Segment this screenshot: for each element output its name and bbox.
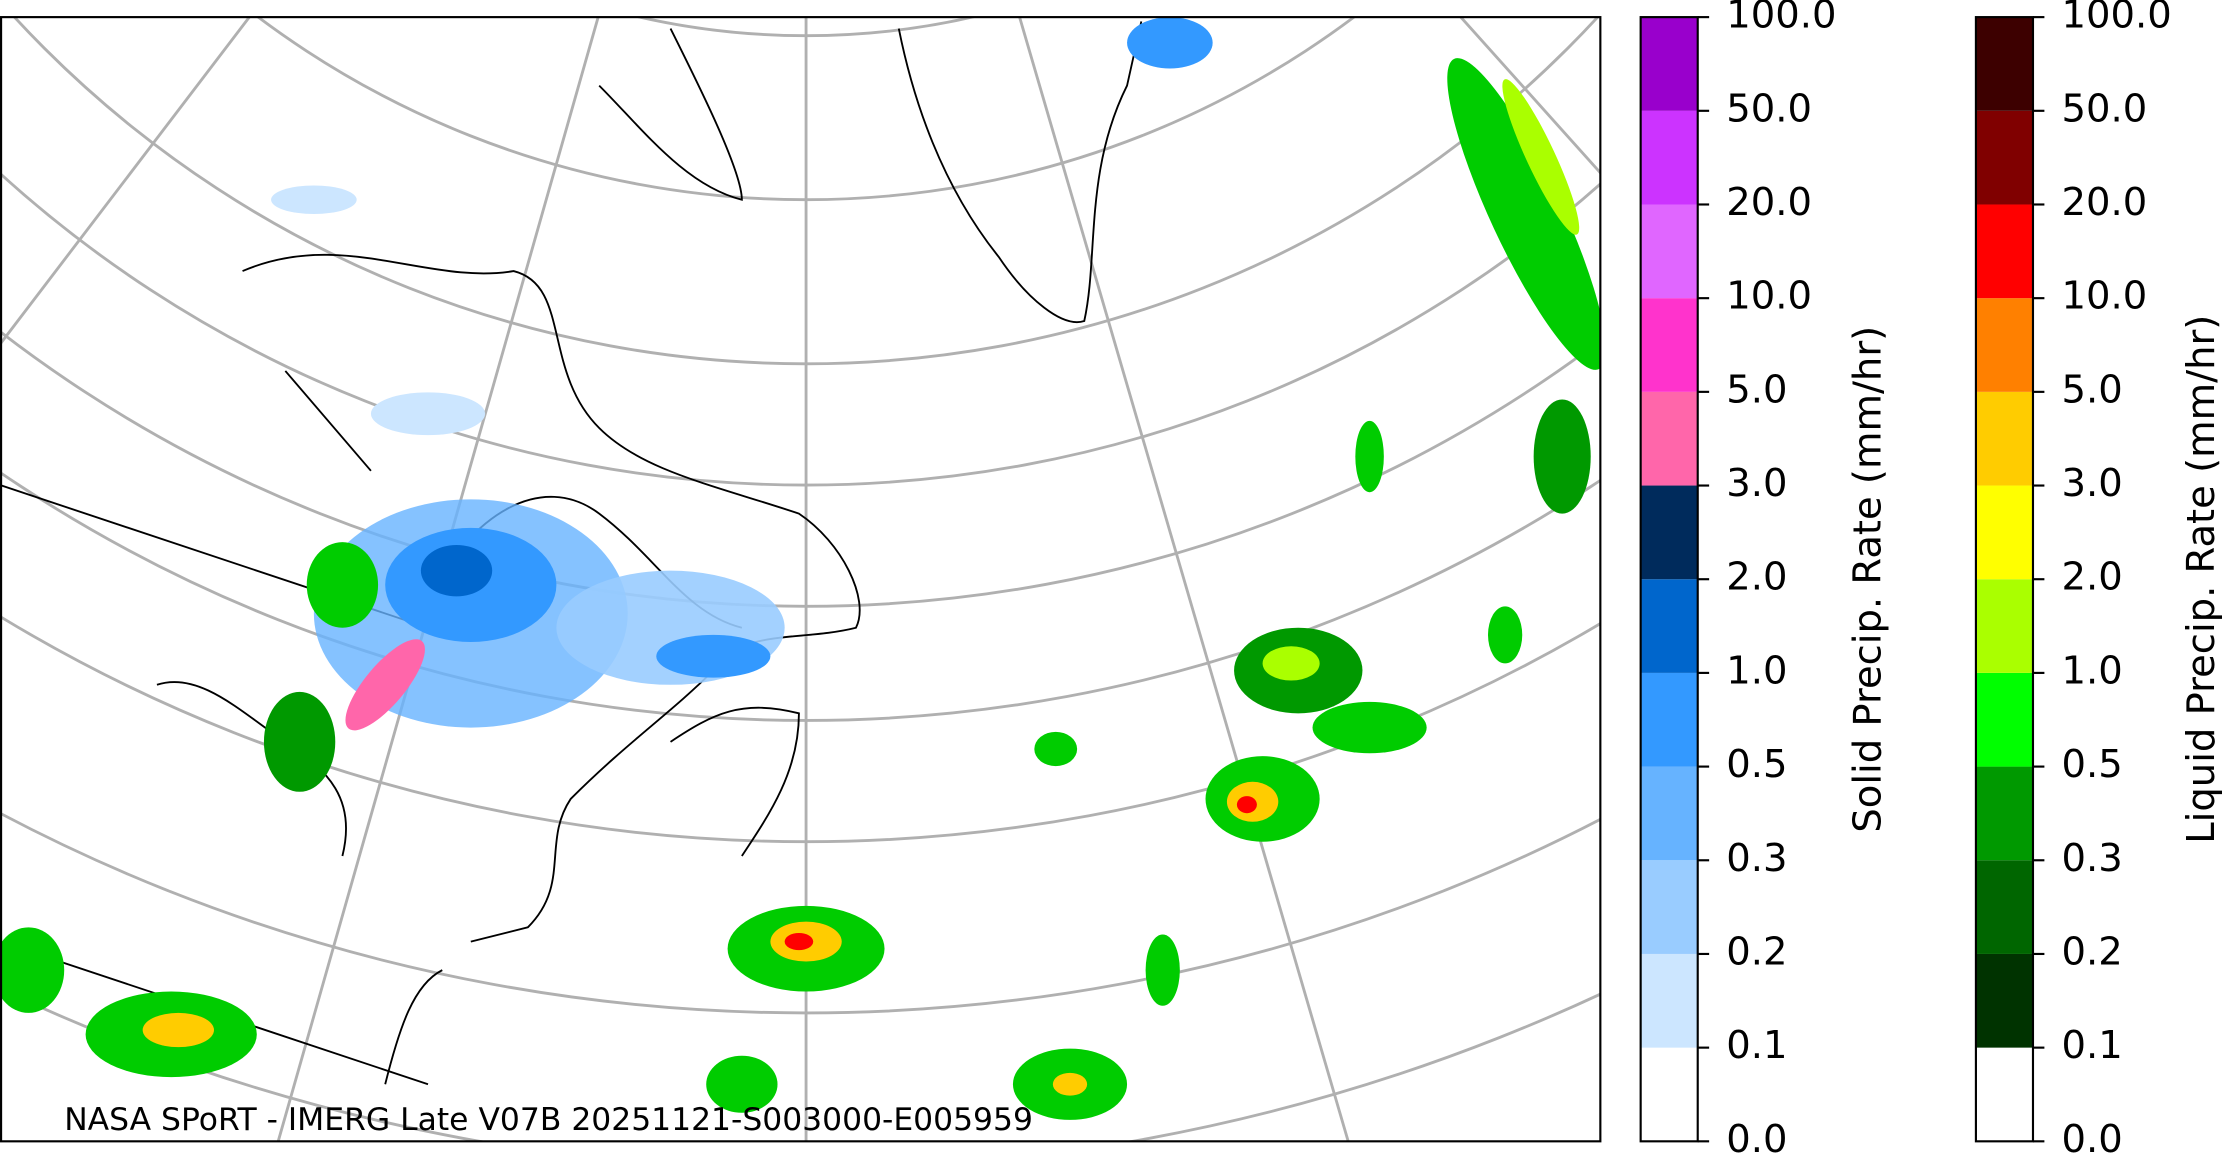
colorbar-tick-label: 20.0	[1726, 180, 1812, 225]
colorbar-tick-label: 0.2	[2062, 929, 2123, 974]
colorbar-tick-label: 3.0	[1726, 461, 1787, 506]
colorbar-tick-label: 0.2	[1726, 929, 1787, 974]
colorbar-bin	[1640, 485, 1698, 580]
colorbar-bin	[1975, 672, 2033, 767]
colorbar-tick-label: 0.3	[2062, 836, 2123, 881]
colorbar-tick-label: 2.0	[2062, 555, 2123, 600]
colorbar-bin	[1975, 17, 2033, 111]
colorbar-bin	[1975, 485, 2033, 580]
colorbar-bin	[1640, 391, 1698, 486]
colorbar-bin	[1640, 953, 1698, 1048]
colorbar-tick-label: 1.0	[2062, 648, 2123, 693]
colorbar-label: Liquid Precip. Rate (mm/hr)	[2179, 315, 2224, 844]
colorbar-tick-label: 100.0	[1726, 0, 1836, 38]
colorbar-tick-label: 1.0	[1726, 648, 1787, 693]
colorbar-label: Solid Precip. Rate (mm/hr)	[1845, 326, 1890, 833]
colorbar-bin	[1640, 672, 1698, 767]
precipitation	[0, 17, 1601, 1120]
colorbar-tick-label: 50.0	[1726, 86, 1812, 131]
colorbar-bin	[1975, 860, 2033, 954]
colorbar-tick-label: 0.0	[2062, 1117, 2123, 1162]
colorbar-bin	[1975, 391, 2033, 486]
colorbar-tick-label: 5.0	[2062, 367, 2123, 412]
colorbar-bin	[1975, 1047, 2033, 1142]
colorbar-bin	[1975, 204, 2033, 299]
colorbar-tick-label: 50.0	[2062, 86, 2148, 131]
colorbar-tick-label: 0.3	[1726, 836, 1787, 881]
colorbar-tick-label: 100.0	[2062, 0, 2172, 38]
colorbar-tick-label: 10.0	[1726, 274, 1812, 319]
colorbar-tick-label: 3.0	[2062, 461, 2123, 506]
colorbar-tick-label: 0.0	[1726, 1117, 1787, 1162]
colorbar-tick-label: 0.5	[2062, 742, 2123, 787]
colorbar-bin	[1640, 1047, 1698, 1142]
colorbar-bin	[1975, 766, 2033, 861]
colorbar-tick-label: 5.0	[1726, 367, 1787, 412]
colorbar-bin	[1640, 860, 1698, 954]
map-caption: NASA SPoRT - IMERG Late V07B 20251121-S0…	[64, 1102, 1033, 1138]
colorbar-bin	[1640, 579, 1698, 673]
colorbar-tick-label: 2.0	[1726, 555, 1787, 600]
colorbar-bin	[1640, 110, 1698, 205]
colorbar-bin	[1640, 298, 1698, 392]
colorbar-tick-label: 0.5	[1726, 742, 1787, 787]
colorbar-bin	[1975, 953, 2033, 1048]
colorbar-bin	[1975, 298, 2033, 392]
colorbars: 0.0 0.1 0.2 0.3 0.5 1.0 2.0 3.0 5.0 10.0 20.0 50.0 1…	[1639, 0, 2224, 1162]
colorbar-bin	[1975, 579, 2033, 673]
colorbar-tick-label: 0.1	[1726, 1023, 1787, 1068]
colorbar-tick-label: 20.0	[2062, 180, 2148, 225]
colorbar-bin	[1640, 766, 1698, 861]
map-frame	[0, 16, 1602, 1143]
colorbar-tick-label: 0.1	[2062, 1023, 2123, 1068]
colorbar-bin	[1640, 17, 1698, 111]
colorbar-tick-label: 10.0	[2062, 274, 2148, 319]
colorbar-bin	[1640, 204, 1698, 299]
colorbar-bin	[1975, 110, 2033, 205]
